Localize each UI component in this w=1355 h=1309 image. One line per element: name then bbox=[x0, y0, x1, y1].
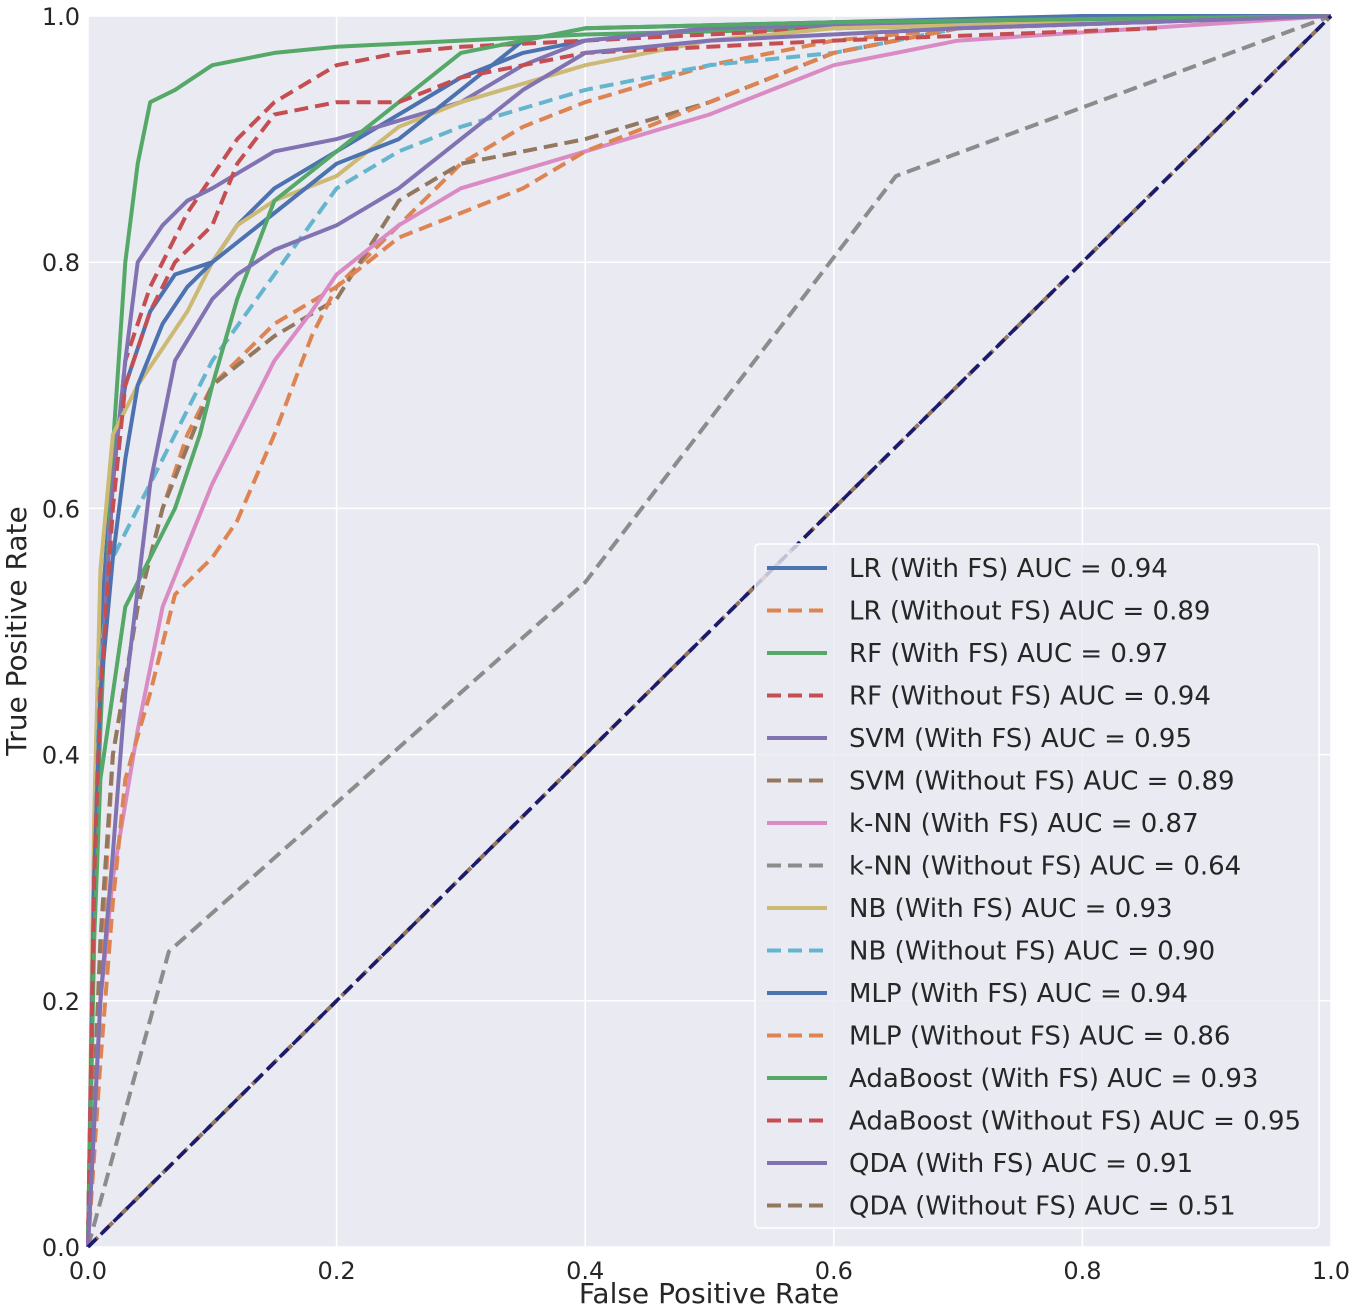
legend-entry-label: SVM (With FS) AUC = 0.95 bbox=[849, 724, 1192, 754]
tick-layer: 0.0 0.2 0.4 0.6 0.8 1.0 0.0 0.2 0.4 0.6 0.8 1.0 bbox=[42, 3, 1350, 1285]
legend-entry-label: k-NN (Without FS) AUC = 0.64 bbox=[849, 852, 1241, 882]
series-line-12 bbox=[86, 14, 1332, 1248]
legend-entry-label: k-NN (With FS) AUC = 0.87 bbox=[849, 809, 1199, 839]
legend-entry-label: MLP (With FS) AUC = 0.94 bbox=[849, 979, 1188, 1009]
legend-entry-label: RF (Without FS) AUC = 0.94 bbox=[849, 682, 1211, 712]
legend-entry-label: MLP (Without FS) AUC = 0.86 bbox=[849, 1022, 1230, 1052]
legend-entry-label: LR (Without FS) AUC = 0.89 bbox=[849, 597, 1210, 627]
legend-entry-label: NB (Without FS) AUC = 0.90 bbox=[849, 937, 1215, 967]
x-tick-label: 0.4 bbox=[566, 1257, 604, 1285]
chance-reference-line bbox=[86, 14, 1333, 1249]
y-tick-label: 0.0 bbox=[42, 1234, 80, 1262]
y-tick-label: 1.0 bbox=[42, 3, 80, 31]
y-tick-label: 0.2 bbox=[42, 988, 80, 1016]
legend-entry-label: AdaBoost (Without FS) AUC = 0.95 bbox=[849, 1107, 1301, 1137]
series-line-13 bbox=[86, 26, 1158, 1248]
legend-box bbox=[754, 543, 1320, 1229]
legend-entry-label: NB (With FS) AUC = 0.93 bbox=[849, 894, 1173, 924]
legend: LR (With FS) AUC = 0.94 LR (Without FS) A… bbox=[754, 543, 1320, 1229]
legend-entry-label: LR (With FS) AUC = 0.94 bbox=[849, 554, 1168, 584]
y-tick-label: 0.6 bbox=[42, 495, 80, 523]
x-axis-label: False Positive Rate bbox=[579, 1277, 839, 1309]
y-axis-label: True Positive Rate bbox=[0, 506, 33, 756]
legend-entry-label: RF (With FS) AUC = 0.97 bbox=[849, 639, 1168, 669]
x-tick-label: 0.0 bbox=[69, 1257, 107, 1285]
x-tick-label: 1.0 bbox=[1312, 1257, 1350, 1285]
legend-entry-label: AdaBoost (With FS) AUC = 0.93 bbox=[849, 1064, 1258, 1094]
x-tick-label: 0.6 bbox=[815, 1257, 853, 1285]
grid bbox=[87, 15, 1332, 1248]
series-layer bbox=[86, 14, 1333, 1249]
legend-entry-label: QDA (With FS) AUC = 0.91 bbox=[849, 1149, 1193, 1179]
legend-entry-label: QDA (Without FS) AUC = 0.51 bbox=[849, 1192, 1236, 1222]
legend-entry-label: SVM (Without FS) AUC = 0.89 bbox=[849, 767, 1235, 797]
series-line-14 bbox=[86, 14, 1332, 1248]
series-line-11 bbox=[86, 14, 1332, 1248]
y-tick-label: 0.8 bbox=[42, 249, 80, 277]
series-line-7 bbox=[86, 14, 1332, 1248]
y-tick-label: 0.4 bbox=[42, 742, 80, 770]
x-tick-label: 0.8 bbox=[1063, 1257, 1101, 1285]
x-tick-label: 0.2 bbox=[318, 1257, 356, 1285]
